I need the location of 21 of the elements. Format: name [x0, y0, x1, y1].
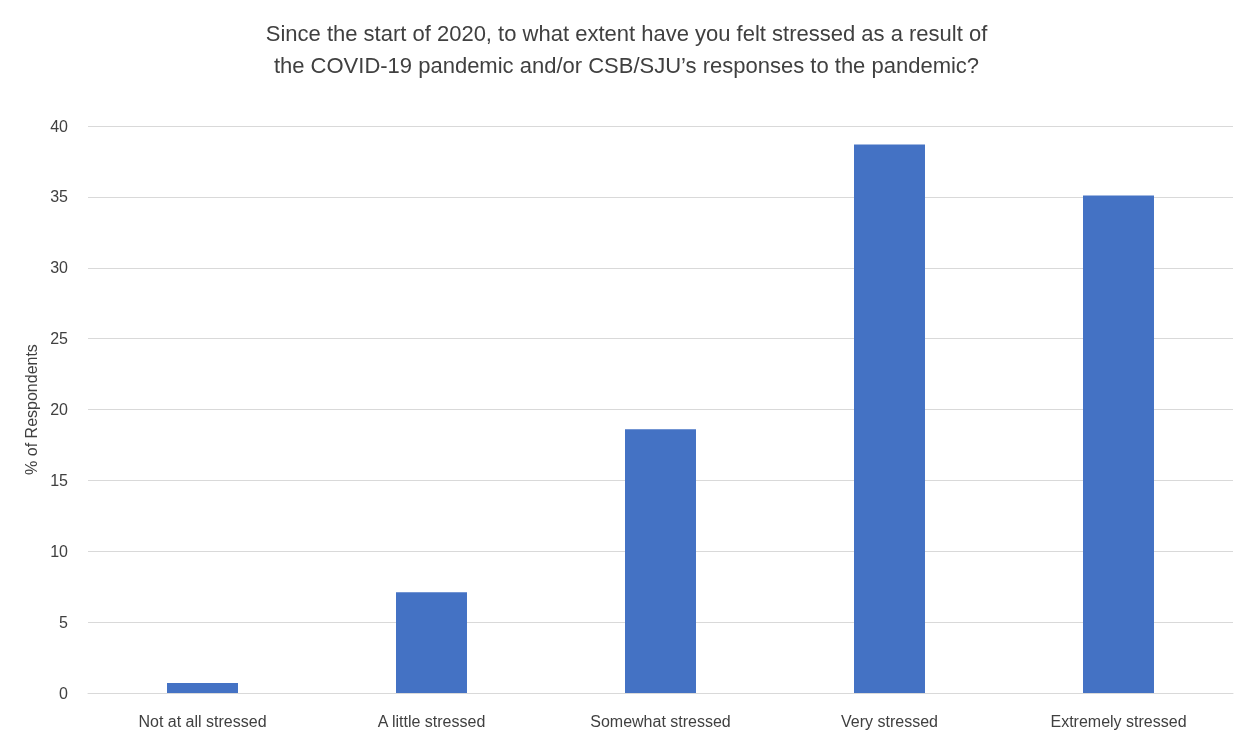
bar [167, 683, 238, 693]
chart-title: Since the start of 2020, to what extent have you felt stressed as a result of the COVID-19 pandemic and/or CSB/SJU’s responses to the pandemic? [265, 20, 989, 78]
y-tick-label: 0 [59, 684, 69, 702]
x-tick-label: Somewhat stressed [590, 712, 731, 730]
y-tick-label: 40 [50, 117, 69, 135]
x-tick-label: A little stressed [377, 712, 486, 730]
bar [625, 429, 696, 693]
bar [854, 144, 925, 693]
y-tick-label: 20 [50, 401, 69, 418]
y-tick-label: 25 [50, 330, 69, 348]
y-axis-title: % of Respondents [22, 344, 40, 475]
y-tick-label: 35 [50, 188, 69, 206]
y-tick-label: 5 [59, 613, 69, 631]
y-tick-label: 30 [50, 259, 69, 277]
x-tick-label: Extremely stressed [1050, 712, 1187, 730]
x-tick-label: Not at all stressed [138, 712, 267, 730]
y-tick-label: 10 [50, 542, 69, 560]
x-tick-label: Very stressed [841, 712, 938, 730]
bar [1083, 195, 1154, 693]
y-tick-label: 15 [50, 471, 69, 489]
bar [396, 592, 467, 693]
